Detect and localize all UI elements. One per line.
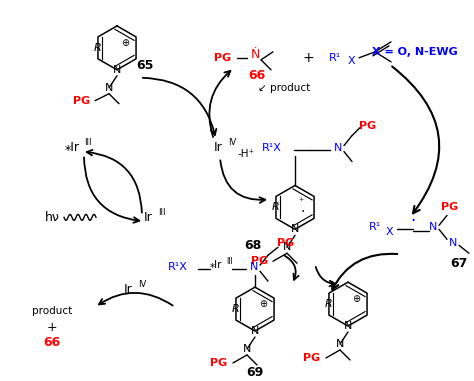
Text: N: N	[243, 344, 251, 354]
Text: PG: PG	[277, 238, 295, 248]
Text: PG: PG	[251, 256, 269, 266]
Text: PG: PG	[303, 353, 320, 363]
Text: R¹X: R¹X	[262, 142, 282, 152]
Text: III: III	[158, 208, 166, 217]
Text: R: R	[325, 299, 333, 309]
Text: ·: ·	[301, 205, 305, 219]
Text: X: X	[347, 56, 355, 66]
Text: -H⁺: -H⁺	[237, 149, 255, 158]
Text: R: R	[272, 202, 280, 212]
Text: N: N	[105, 83, 113, 93]
Text: III: III	[84, 138, 92, 147]
Text: R: R	[94, 43, 102, 53]
Text: PG: PG	[210, 358, 228, 368]
Text: R¹: R¹	[369, 223, 381, 232]
Text: ↙ product: ↙ product	[258, 83, 310, 93]
Text: +: +	[46, 320, 57, 333]
Text: 69: 69	[246, 367, 264, 379]
Text: N: N	[283, 242, 291, 252]
Text: Ir: Ir	[124, 283, 132, 296]
Text: PG: PG	[441, 202, 459, 212]
Text: N: N	[336, 339, 344, 349]
Text: hν: hν	[45, 211, 59, 224]
Text: X = O, N-EWG: X = O, N-EWG	[372, 47, 458, 57]
Text: PG: PG	[73, 96, 91, 106]
Text: ⊕: ⊕	[352, 294, 360, 304]
Text: R¹X: R¹X	[168, 262, 188, 272]
Text: IV: IV	[138, 280, 146, 289]
Text: N: N	[113, 65, 121, 75]
Text: Ir: Ir	[214, 141, 222, 154]
Text: R: R	[232, 304, 240, 314]
Text: IV: IV	[228, 138, 236, 147]
Text: N: N	[250, 262, 258, 272]
Text: 68: 68	[245, 239, 262, 252]
Text: N: N	[344, 321, 352, 331]
Text: N: N	[251, 326, 259, 336]
Text: X: X	[385, 227, 393, 237]
Text: PG: PG	[359, 121, 377, 131]
Text: PG: PG	[214, 53, 232, 63]
Text: N: N	[429, 223, 437, 232]
Text: ⁺: ⁺	[298, 197, 304, 207]
Text: N: N	[291, 224, 299, 234]
Text: Ir: Ir	[144, 211, 152, 224]
Text: ⁎Ir: ⁎Ir	[64, 141, 80, 154]
Text: Ṅ: Ṅ	[250, 48, 260, 61]
Text: ⁎Ir: ⁎Ir	[210, 260, 222, 270]
Text: +: +	[302, 51, 314, 65]
Text: III: III	[227, 257, 233, 266]
Text: 67: 67	[450, 257, 468, 270]
Text: ⊕: ⊕	[259, 299, 267, 309]
Text: ·: ·	[410, 212, 416, 231]
Text: ⊕: ⊕	[121, 38, 129, 48]
Text: N: N	[449, 238, 457, 248]
Text: 66: 66	[44, 336, 61, 349]
Text: 66: 66	[248, 69, 265, 82]
Text: R¹: R¹	[329, 53, 341, 63]
Text: product: product	[32, 306, 72, 316]
Text: N: N	[334, 142, 342, 152]
Text: 65: 65	[137, 59, 154, 72]
